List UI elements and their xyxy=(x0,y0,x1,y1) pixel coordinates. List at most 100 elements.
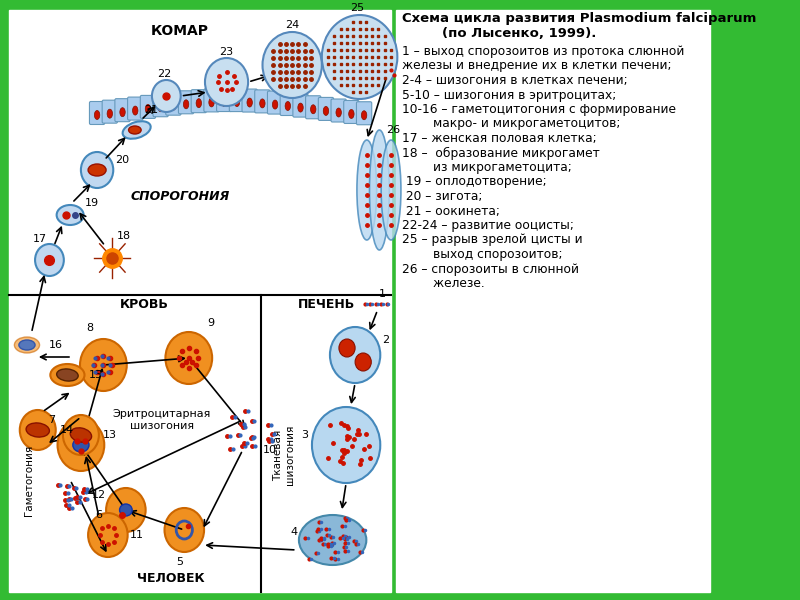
Ellipse shape xyxy=(285,101,290,110)
FancyBboxPatch shape xyxy=(204,89,219,112)
Text: железы и внедрение их в клетки печени;: железы и внедрение их в клетки печени; xyxy=(402,59,671,73)
FancyBboxPatch shape xyxy=(318,97,334,121)
FancyBboxPatch shape xyxy=(127,97,143,120)
Text: 25: 25 xyxy=(350,3,365,13)
Text: СПОРОГОНИЯ: СПОРОГОНИЯ xyxy=(130,190,230,203)
Text: 8: 8 xyxy=(86,323,94,333)
Ellipse shape xyxy=(146,104,150,113)
Text: 2-4 – шизогония в клетках печени;: 2-4 – шизогония в клетках печени; xyxy=(402,74,627,87)
Text: 24: 24 xyxy=(285,20,299,30)
Text: 16: 16 xyxy=(49,340,62,350)
Ellipse shape xyxy=(119,504,132,516)
FancyBboxPatch shape xyxy=(166,92,181,115)
Ellipse shape xyxy=(14,337,39,353)
Text: 6: 6 xyxy=(95,510,102,520)
Text: 13: 13 xyxy=(102,430,117,440)
Circle shape xyxy=(339,339,355,357)
FancyBboxPatch shape xyxy=(344,100,359,124)
Text: 5-10 – шизогония в эритроцитах;: 5-10 – шизогония в эритроцитах; xyxy=(402,88,616,101)
FancyBboxPatch shape xyxy=(153,94,168,117)
Text: 3: 3 xyxy=(301,430,308,440)
Circle shape xyxy=(152,80,181,112)
Ellipse shape xyxy=(272,100,278,109)
Ellipse shape xyxy=(107,109,113,118)
Ellipse shape xyxy=(323,106,329,115)
Ellipse shape xyxy=(362,111,366,120)
Text: КОМАР: КОМАР xyxy=(151,24,209,38)
Circle shape xyxy=(58,419,104,471)
Ellipse shape xyxy=(26,423,50,437)
FancyBboxPatch shape xyxy=(90,101,105,124)
Text: 18 –  образование микрогамет: 18 – образование микрогамет xyxy=(402,146,600,160)
Text: макро- и микрогаметоцитов;: макро- и микрогаметоцитов; xyxy=(402,118,620,130)
Text: 17 – женская половая клетка;: 17 – женская половая клетка; xyxy=(402,132,597,145)
Ellipse shape xyxy=(70,428,91,442)
Text: 20: 20 xyxy=(115,155,129,165)
Ellipse shape xyxy=(381,140,401,240)
Ellipse shape xyxy=(170,101,176,110)
Text: 22: 22 xyxy=(158,69,171,79)
Ellipse shape xyxy=(158,103,163,112)
Text: 20 – зигота;: 20 – зигота; xyxy=(402,190,482,203)
Text: 10-16 – гаметоцитогония с формирование: 10-16 – гаметоцитогония с формирование xyxy=(402,103,676,116)
Ellipse shape xyxy=(349,109,354,118)
Ellipse shape xyxy=(73,438,89,452)
FancyBboxPatch shape xyxy=(395,10,710,592)
Text: 2: 2 xyxy=(382,335,390,345)
Ellipse shape xyxy=(120,107,126,116)
Ellipse shape xyxy=(122,121,150,139)
Circle shape xyxy=(205,58,248,106)
Ellipse shape xyxy=(310,105,316,114)
FancyBboxPatch shape xyxy=(306,96,321,119)
Ellipse shape xyxy=(299,515,366,565)
Ellipse shape xyxy=(50,364,85,386)
FancyBboxPatch shape xyxy=(102,100,118,123)
Text: 21: 21 xyxy=(144,105,158,115)
Text: 12: 12 xyxy=(92,490,106,500)
FancyBboxPatch shape xyxy=(191,89,206,113)
Circle shape xyxy=(80,339,126,391)
Text: 18: 18 xyxy=(117,231,131,241)
Circle shape xyxy=(81,152,114,188)
Ellipse shape xyxy=(57,369,78,381)
FancyBboxPatch shape xyxy=(267,91,282,114)
Circle shape xyxy=(166,332,212,384)
FancyBboxPatch shape xyxy=(331,99,346,122)
Text: 23: 23 xyxy=(219,47,234,57)
FancyBboxPatch shape xyxy=(293,94,308,117)
FancyBboxPatch shape xyxy=(280,92,295,115)
Text: КРОВЬ: КРОВЬ xyxy=(119,298,168,311)
Ellipse shape xyxy=(222,98,227,107)
Ellipse shape xyxy=(336,108,342,117)
Text: из микрогаметоцита;: из микрогаметоцита; xyxy=(402,161,572,174)
FancyBboxPatch shape xyxy=(9,10,391,592)
Text: Тканевая
шизогония: Тканевая шизогония xyxy=(274,425,295,485)
Circle shape xyxy=(88,513,128,557)
Ellipse shape xyxy=(247,98,252,107)
Text: 7: 7 xyxy=(49,415,56,425)
Text: 5: 5 xyxy=(176,557,183,567)
Ellipse shape xyxy=(357,140,377,240)
Text: 25 – разрыв зрелой цисты и: 25 – разрыв зрелой цисты и xyxy=(402,233,582,247)
Text: 26 – спорозоиты в слюнной: 26 – спорозоиты в слюнной xyxy=(402,263,579,275)
Text: 22-24 – развитие ооцисты;: 22-24 – развитие ооцисты; xyxy=(402,219,574,232)
FancyBboxPatch shape xyxy=(115,98,130,122)
Text: 21 – оокинета;: 21 – оокинета; xyxy=(402,205,500,217)
Text: 19 – оплодотворение;: 19 – оплодотворение; xyxy=(402,175,546,188)
Circle shape xyxy=(106,488,146,532)
Text: ПЕЧЕНЬ: ПЕЧЕНЬ xyxy=(298,298,355,311)
Text: 26: 26 xyxy=(386,125,401,135)
Circle shape xyxy=(20,410,56,450)
Ellipse shape xyxy=(88,164,106,176)
Text: 17: 17 xyxy=(34,234,47,244)
Ellipse shape xyxy=(370,130,390,250)
Text: 1: 1 xyxy=(378,289,386,299)
Ellipse shape xyxy=(19,340,35,350)
Circle shape xyxy=(35,244,64,276)
Ellipse shape xyxy=(183,100,189,109)
Text: железе.: железе. xyxy=(402,277,485,290)
Ellipse shape xyxy=(129,126,141,134)
FancyBboxPatch shape xyxy=(242,89,258,112)
Circle shape xyxy=(330,327,380,383)
Circle shape xyxy=(63,415,99,455)
